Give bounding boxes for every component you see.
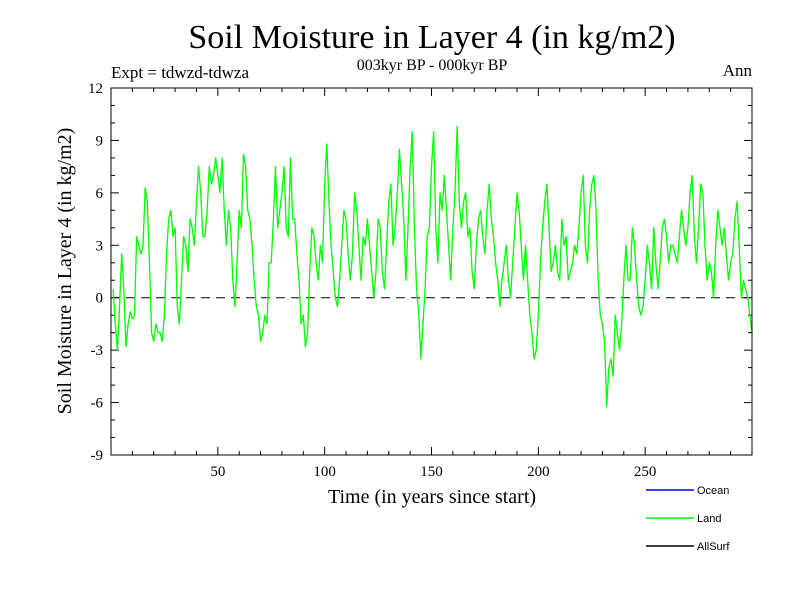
chart-subtitle: 003kyr BP - 000kyr BP: [357, 57, 508, 74]
x-tick-label: 250: [634, 464, 657, 480]
y-tick-label: 0: [96, 291, 104, 307]
y-tick-label: -9: [91, 448, 104, 464]
y-tick-label: -3: [91, 343, 104, 359]
y-tick-label: 6: [96, 186, 104, 202]
y-axis-label: Soil Moisture in Layer 4 (in kg/m2): [54, 128, 76, 415]
x-tick-label: 50: [210, 464, 225, 480]
x-tick-label: 100: [313, 464, 336, 480]
y-tick-label: 3: [96, 238, 104, 254]
legend-label-land: Land: [697, 513, 721, 525]
legend-label-ocean: Ocean: [697, 485, 729, 497]
y-tick-label: -6: [91, 396, 104, 412]
y-tick-label: 9: [96, 133, 104, 149]
chart-title: Soil Moisture in Layer 4 (in kg/m2): [188, 19, 675, 56]
axis-ticks: [111, 88, 752, 455]
series-line-land: [112, 125, 753, 407]
series-layer: [112, 125, 753, 407]
y-tick-label: 12: [88, 81, 103, 97]
legend: Ocean Land AllSurf: [646, 485, 730, 553]
plot-frame: [110, 87, 753, 456]
x-axis-label: Time (in years since start): [328, 486, 536, 508]
tick-labels: 50 100 150 200 250 -9 -6 -3 0 3 6 9 12: [88, 81, 656, 480]
x-tick-label: 150: [420, 464, 443, 480]
legend-label-allsurf: AllSurf: [697, 541, 730, 553]
x-tick-label: 200: [527, 464, 550, 480]
experiment-label: Expt = tdwzd-tdwza: [111, 63, 249, 82]
season-label: Ann: [723, 61, 753, 80]
